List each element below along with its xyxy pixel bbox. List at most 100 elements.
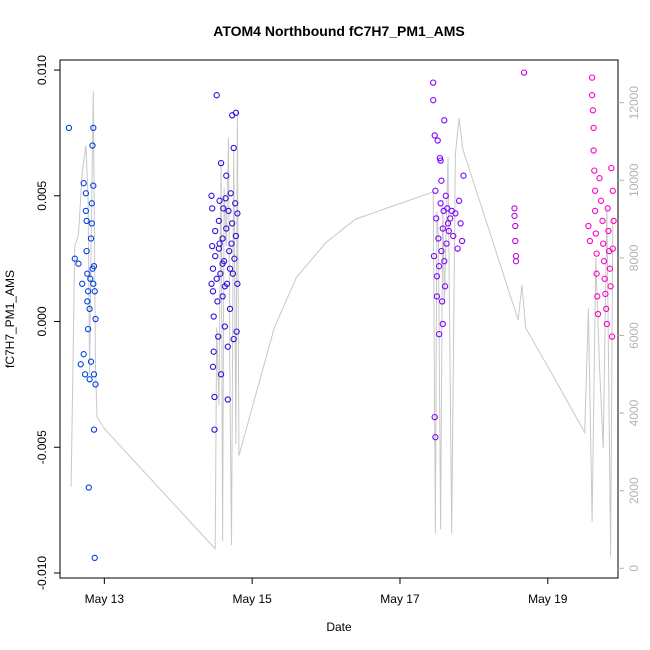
point-flight4-2 (512, 222, 519, 230)
point-flight2-42 (230, 144, 237, 152)
point-flight2-54 (222, 195, 229, 202)
point-flight1-32 (88, 200, 95, 207)
point-flight1-33 (89, 265, 96, 272)
point-flight5-3 (588, 92, 596, 99)
point-flight2-18 (217, 270, 224, 277)
point-flight2-41 (230, 335, 237, 343)
series-line-altitude (70, 90, 614, 557)
y2-tick-label-4: 8000 (627, 244, 641, 271)
point-flight5-7 (591, 167, 598, 174)
point-flight5-6 (590, 147, 597, 154)
point-flight1-8 (82, 207, 90, 215)
point-flight5-28 (607, 283, 614, 290)
point-flight5-32 (609, 245, 616, 252)
y-tick-label-3: 0.005 (35, 180, 49, 210)
point-flight1-14 (84, 325, 92, 333)
point-flight5-13 (594, 293, 601, 300)
point-flight1-30 (92, 381, 99, 388)
point-flight5-24 (604, 205, 611, 212)
point-flight1-22 (88, 220, 95, 227)
point-flight3-6 (433, 215, 440, 222)
point-flight3-7 (433, 273, 441, 280)
y-tick-label-1: -0.005 (35, 430, 49, 464)
point-flight2-9 (212, 227, 219, 235)
point-flight3-22 (441, 258, 448, 265)
point-flight5-16 (597, 197, 605, 204)
point-flight4-4 (512, 252, 520, 260)
point-flight1-27 (90, 426, 98, 433)
point-flight1-12 (84, 270, 91, 277)
point-flight3-14 (437, 200, 444, 207)
point-flight2-22 (219, 293, 226, 300)
point-flight2-31 (224, 396, 231, 403)
point-flight1-9 (82, 190, 90, 197)
point-flight5-31 (609, 187, 616, 194)
point-flight3-0 (430, 79, 437, 86)
point-flight2-29 (223, 280, 231, 287)
point-flight3-5 (432, 187, 439, 194)
point-flight5-29 (608, 164, 615, 172)
point-flight2-45 (232, 109, 240, 116)
y-axis-label: fC7H7_PM1_AMS (3, 270, 17, 368)
point-flight1-29 (91, 554, 98, 562)
point-flight5-2 (588, 74, 596, 81)
point-flight3-9 (434, 137, 441, 144)
point-flight2-40 (229, 270, 237, 277)
point-flight2-51 (209, 363, 217, 370)
point-flight3-21 (441, 117, 448, 124)
x-axis-label: Date (326, 620, 352, 634)
point-flight2-10 (212, 252, 219, 260)
x-tick-label-1: May 15 (232, 592, 272, 606)
point-flight2-3 (209, 265, 217, 272)
point-flight2-43 (231, 255, 238, 262)
point-flight2-0 (208, 192, 215, 199)
point-flight1-15 (84, 288, 92, 295)
point-flight5-33 (610, 217, 617, 225)
point-flight2-36 (227, 190, 234, 197)
y2-tick-label-1: 2000 (627, 477, 641, 504)
point-flight1-25 (90, 182, 97, 189)
point-flight2-21 (219, 235, 226, 242)
point-flight1-21 (87, 358, 95, 365)
point-flight2-27 (223, 172, 230, 179)
point-flight2-35 (226, 305, 234, 313)
point-flight2-39 (229, 220, 236, 227)
point-flight3-3 (431, 413, 438, 421)
point-flight1-4 (79, 280, 86, 287)
point-flight3-4 (432, 434, 439, 441)
point-flight3-36 (458, 237, 466, 245)
y2-tick-label-3: 6000 (627, 322, 641, 349)
chart-title: ATOM4 Northbound fC7H7_PM1_AMS (213, 23, 465, 39)
x-axis: May 13 May 15 May 17 May 19 (85, 578, 568, 606)
point-flight5-19 (600, 258, 608, 265)
point-flight5-25 (605, 227, 612, 235)
point-flight2-37 (228, 240, 235, 247)
point-flight1-6 (80, 351, 87, 358)
point-flight2-19 (217, 371, 225, 378)
point-flight1-17 (86, 376, 93, 383)
point-flight3-12 (435, 330, 443, 338)
point-flight1-1 (71, 255, 78, 262)
point-flight5-9 (591, 207, 599, 215)
point-flight2-47 (233, 328, 240, 335)
scatter-points-layer (65, 69, 617, 562)
point-flight2-5 (210, 313, 217, 320)
point-flight2-53 (219, 260, 226, 267)
point-flight5-10 (592, 230, 599, 237)
point-flight2-2 (209, 242, 216, 250)
point-flight5-21 (602, 290, 609, 298)
point-flight1-20 (87, 235, 95, 242)
point-flight1-2 (75, 260, 82, 267)
point-flight1-3 (77, 361, 84, 368)
point-flight3-24 (442, 192, 449, 199)
point-flight1-11 (83, 247, 90, 255)
point-flight2-13 (214, 298, 221, 305)
point-flight1-7 (81, 371, 89, 378)
point-flight2-49 (234, 210, 241, 217)
point-flight2-14 (215, 333, 222, 340)
point-flight3-34 (455, 197, 463, 204)
point-flight2-30 (224, 343, 231, 350)
y-tick-label-4: 0.010 (35, 55, 49, 85)
point-flight5-12 (593, 270, 600, 277)
